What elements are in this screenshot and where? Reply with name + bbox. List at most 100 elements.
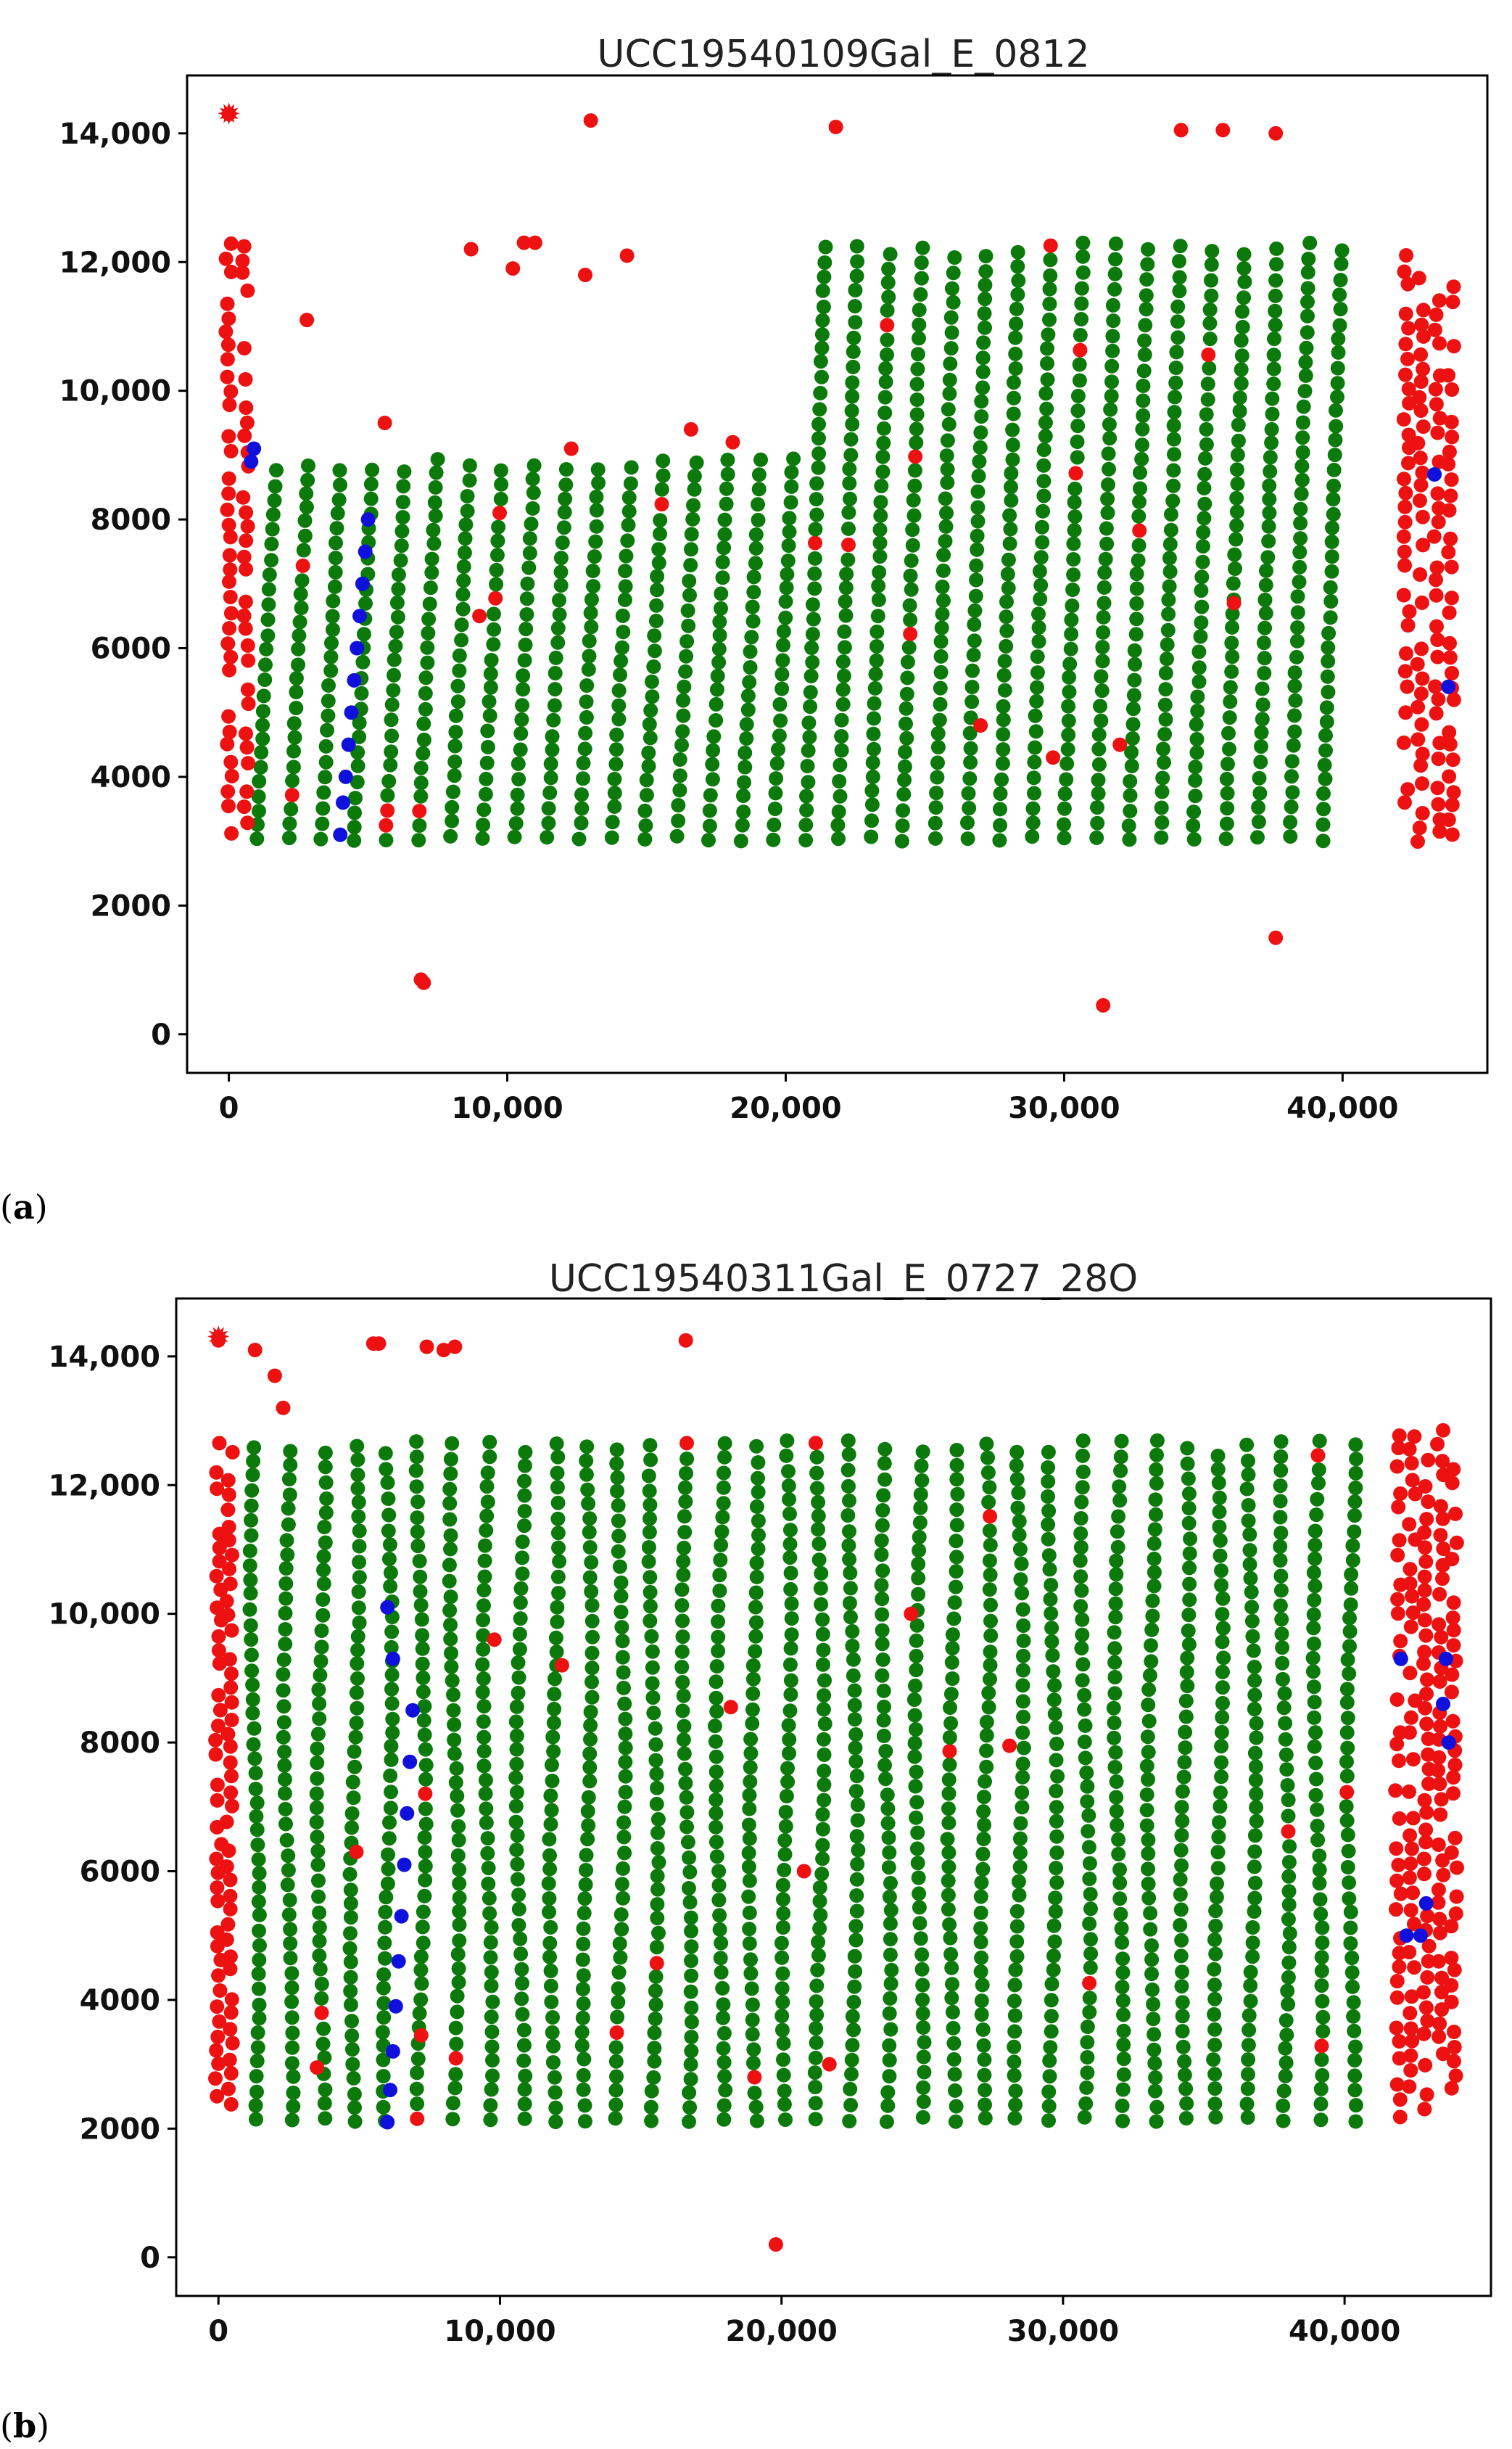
green-point [550,1600,565,1615]
green-point [1330,361,1345,376]
green-point [1154,784,1170,799]
green-point [1178,1740,1193,1756]
green-point [611,683,627,698]
green-point [913,287,928,302]
green-point [279,1533,294,1548]
green-point [1115,1951,1131,1967]
green-point [252,1866,267,1881]
red-point [224,768,239,783]
green-point [1108,1610,1123,1625]
green-point [477,1538,492,1553]
green-point [817,1673,832,1688]
green-point [776,624,791,639]
green-point [1158,712,1173,727]
green-point [312,1696,327,1711]
green-point [450,694,466,709]
green-point [804,641,819,655]
green-point [1300,281,1315,296]
blue-point [1399,1928,1414,1943]
red-point [284,788,299,802]
blue-point [350,641,365,656]
red-point [210,1999,225,2014]
green-point [291,657,305,672]
green-point [1347,2053,1363,2068]
green-point [608,2054,624,2069]
green-point [1015,1725,1030,1740]
green-point [383,1768,398,1783]
red-point [210,1777,225,1792]
green-point [961,786,976,801]
green-point [743,1732,759,1747]
green-point [579,1848,594,1863]
green-point [483,2112,498,2128]
green-point [363,491,379,506]
green-point [882,2053,897,2067]
green-point [518,638,533,652]
green-point [1170,314,1185,329]
green-point [1228,561,1242,576]
green-point [1252,786,1268,801]
green-point [846,1994,862,2009]
red-point [1432,736,1447,751]
green-point [1259,563,1273,578]
red-point [1421,1938,1437,1954]
red-point [1442,503,1457,518]
green-point [974,409,989,424]
red-point [1429,307,1444,322]
green-point [745,2012,760,2028]
red-point [1431,1895,1446,1910]
red-point [1419,1805,1434,1820]
green-point [574,2038,590,2053]
green-point [1042,312,1057,327]
blue-point [1436,1696,1450,1711]
green-point [648,2012,663,2026]
green-point [1207,1977,1222,1993]
green-point [905,522,920,538]
green-point [898,744,912,760]
green-point [834,743,849,758]
red-point [1414,595,1429,610]
green-point [548,1671,562,1687]
green-point [745,599,760,614]
green-point [257,672,273,687]
green-point [749,1555,764,1571]
green-point [1012,1859,1028,1874]
green-point [416,1713,431,1728]
green-point [716,1465,731,1481]
green-point [1154,800,1169,815]
green-point [935,563,951,578]
green-point [865,769,880,784]
green-point [1321,625,1337,641]
green-point [1210,1861,1226,1876]
green-point [1029,693,1044,709]
green-point [912,1529,927,1544]
red-point [1418,1835,1434,1850]
green-point [716,1480,731,1495]
green-point [1311,1475,1326,1491]
green-point [716,2010,730,2025]
green-point [310,1829,325,1845]
green-point [1041,1517,1056,1532]
green-point [1062,670,1077,685]
green-point [375,2025,390,2040]
green-point [783,1565,798,1581]
green-point [1040,372,1055,387]
red-point [1432,1617,1447,1632]
green-point [845,375,860,390]
red-point [1413,686,1429,701]
green-point [416,1904,431,1919]
green-point [621,517,636,532]
green-point [511,1888,526,1903]
green-point [318,738,334,754]
green-point [249,2084,264,2099]
red-point [239,740,255,755]
green-point [476,1642,491,1657]
green-point [905,538,920,553]
green-point [1046,1962,1061,1977]
green-point [1041,2099,1057,2114]
green-point [343,1970,358,1985]
green-point [837,640,852,655]
green-point [1235,319,1250,334]
green-point [1007,2024,1023,2039]
green-point [391,567,406,583]
